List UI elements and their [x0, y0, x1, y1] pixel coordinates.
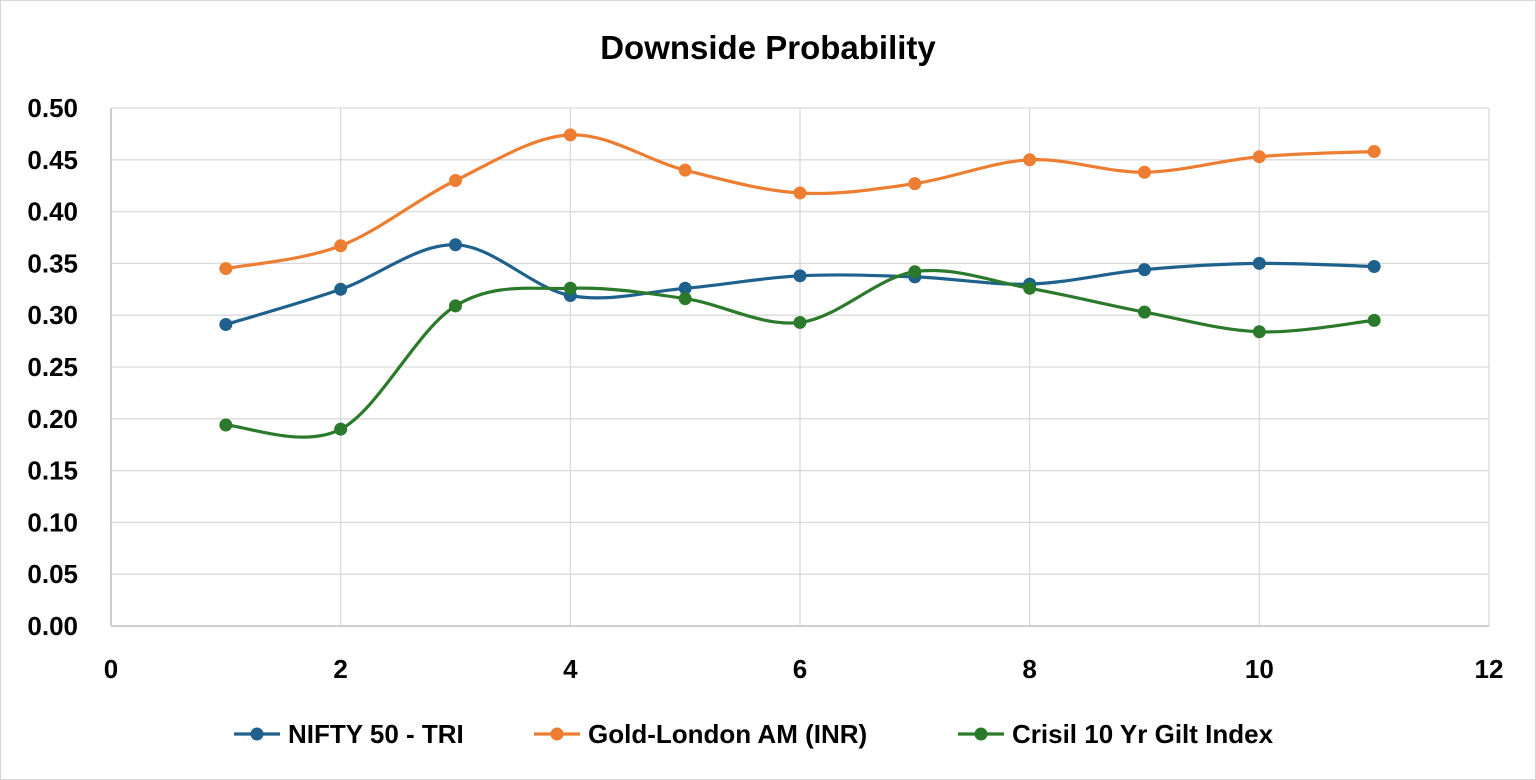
- y-tick-label: 0.10: [27, 507, 78, 537]
- data-point: [1138, 305, 1151, 319]
- data-point: [219, 262, 233, 276]
- axis-layer: 0.00 0.05 0.10 0.15 0.20 0.25 0.30 0.35 0.40 0.45…: [27, 93, 1503, 684]
- x-tick-label: 8: [1022, 654, 1036, 684]
- x-tick-label: 6: [793, 654, 807, 684]
- y-tick-label: 0.00: [27, 611, 78, 641]
- data-point: [334, 239, 348, 253]
- data-point: [219, 418, 233, 432]
- series-2: [219, 128, 1381, 276]
- data-point: [563, 128, 577, 142]
- legend-label: Gold-London AM (INR): [588, 719, 867, 749]
- y-tick-label: 0.50: [27, 93, 78, 123]
- data-point: [1138, 165, 1151, 179]
- data-point: [219, 318, 233, 332]
- data-point: [449, 174, 462, 188]
- x-tick-label: 12: [1475, 654, 1504, 684]
- data-point: [1023, 281, 1037, 295]
- y-tick-label: 0.45: [27, 145, 78, 175]
- data-point: [1367, 260, 1381, 274]
- x-tick-label: 2: [333, 654, 347, 684]
- data-point: [678, 292, 692, 306]
- data-point: [1023, 153, 1037, 167]
- x-tick-label: 0: [104, 654, 118, 684]
- data-point: [1252, 325, 1266, 339]
- data-point: [1138, 263, 1151, 277]
- data-point: [1252, 256, 1266, 270]
- y-tick-label: 0.35: [27, 248, 78, 278]
- x-tick-label: 4: [563, 654, 578, 684]
- legend-item-1: NIFTY 50 - TRI: [234, 719, 464, 749]
- y-tick-label: 0.40: [27, 197, 78, 227]
- legend-swatch-marker: [250, 727, 264, 741]
- legend-item-2: Gold-London AM (INR): [534, 719, 867, 749]
- legend-swatch-marker: [974, 727, 988, 741]
- series-line: [224, 268, 1376, 439]
- legend-label: Crisil 10 Yr Gilt Index: [1012, 719, 1274, 749]
- chart-title: Downside Probability: [600, 29, 936, 66]
- data-point: [1252, 150, 1266, 164]
- data-point: [334, 282, 348, 296]
- legend-label: NIFTY 50 - TRI: [288, 719, 464, 749]
- data-point: [1367, 313, 1381, 327]
- data-point: [678, 281, 692, 295]
- y-tick-label: 0.15: [27, 456, 78, 486]
- legend-item-3: Crisil 10 Yr Gilt Index: [958, 719, 1274, 749]
- data-point: [908, 265, 922, 279]
- series-layer: [219, 128, 1381, 439]
- data-point: [334, 422, 348, 436]
- series-3: [219, 265, 1381, 439]
- x-tick-label: 10: [1245, 654, 1274, 684]
- legend: NIFTY 50 - TRI Gold-London AM (INR) Crisil…: [234, 719, 1274, 749]
- y-tick-label: 0.20: [27, 404, 78, 434]
- legend-swatch-marker: [550, 727, 564, 741]
- data-point: [563, 281, 577, 295]
- data-point: [449, 299, 462, 313]
- data-point: [908, 177, 922, 191]
- data-point: [449, 238, 462, 252]
- y-tick-label: 0.25: [27, 352, 78, 382]
- y-tick-label: 0.30: [27, 300, 78, 330]
- data-point: [793, 269, 807, 283]
- data-point: [793, 315, 807, 329]
- grid-layer: [111, 107, 1490, 626]
- data-point: [793, 186, 807, 200]
- data-point: [1367, 145, 1381, 159]
- y-tick-label: 0.05: [27, 559, 78, 589]
- data-point: [678, 163, 692, 177]
